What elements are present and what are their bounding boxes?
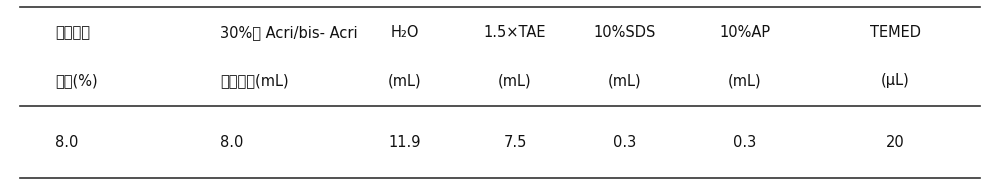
Text: (μL): (μL) (881, 73, 909, 88)
Text: 0.3: 0.3 (613, 135, 637, 150)
Text: (mL): (mL) (498, 73, 532, 88)
Text: 20: 20 (886, 135, 904, 150)
Text: 11.9: 11.9 (389, 135, 421, 150)
Text: 8.0: 8.0 (220, 135, 243, 150)
Text: 1.5×TAE: 1.5×TAE (484, 25, 546, 40)
Text: 凝胶配液(mL): 凝胶配液(mL) (220, 73, 289, 88)
Text: (mL): (mL) (728, 73, 762, 88)
Text: 凝胶(%): 凝胶(%) (55, 73, 98, 88)
Text: 30%的 Acri/bis- Acri: 30%的 Acri/bis- Acri (220, 25, 358, 40)
Text: (mL): (mL) (608, 73, 642, 88)
Text: 0.3: 0.3 (733, 135, 757, 150)
Text: 8.0: 8.0 (55, 135, 78, 150)
Text: 10%AP: 10%AP (719, 25, 771, 40)
Text: 丙烯酰胺: 丙烯酰胺 (55, 25, 90, 40)
Text: 7.5: 7.5 (503, 135, 527, 150)
Text: (mL): (mL) (388, 73, 422, 88)
Text: H₂O: H₂O (391, 25, 419, 40)
Text: TEMED: TEMED (870, 25, 920, 40)
Text: 10%SDS: 10%SDS (594, 25, 656, 40)
